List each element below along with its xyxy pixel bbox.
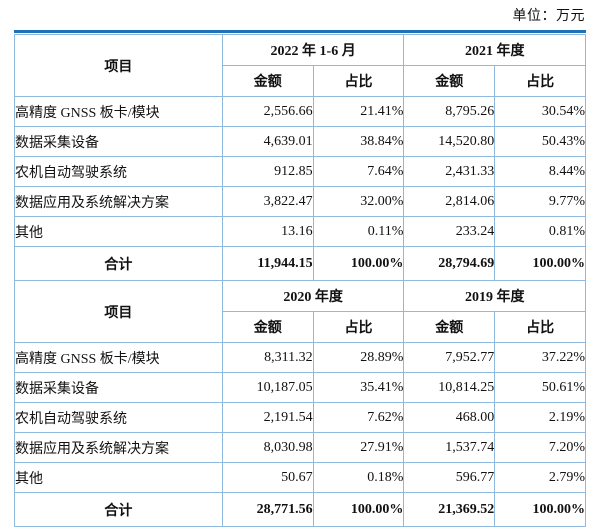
item-label: 数据采集设备: [14, 126, 223, 157]
table-row: 其他 13.16 0.11% 233.24 0.81%: [14, 216, 586, 247]
total-amount-cell: 21,369.52: [403, 492, 496, 527]
amount-cell: 912.85: [221, 156, 314, 187]
amount-header: 金额: [221, 65, 314, 97]
ratio-cell: 7.64%: [312, 156, 405, 187]
table-row: 数据应用及系统解决方案 3,822.47 32.00% 2,814.06 9.7…: [14, 186, 586, 217]
ratio-cell: 37.22%: [494, 342, 586, 373]
table-row: 高精度 GNSS 板卡/模块 8,311.32 28.89% 7,952.77 …: [14, 342, 586, 373]
amount-cell: 596.77: [403, 462, 496, 493]
ratio-cell: 0.18%: [312, 462, 405, 493]
ratio-cell: 50.61%: [494, 372, 586, 403]
ratio-cell: 9.77%: [494, 186, 586, 217]
total-ratio-cell: 100.00%: [312, 246, 405, 281]
total-row: 合计 28,771.56 100.00% 21,369.52 100.00%: [14, 492, 586, 527]
ratio-cell: 0.81%: [494, 216, 586, 247]
amount-cell: 10,814.25: [403, 372, 496, 403]
unit-label: 单位：万元: [512, 9, 585, 24]
amount-cell: 2,191.54: [221, 402, 314, 433]
amount-header: 金额: [403, 311, 496, 343]
amount-cell: 4,639.01: [221, 126, 314, 157]
total-ratio-cell: 100.00%: [494, 492, 586, 527]
item-label: 其他: [14, 462, 223, 493]
amount-cell: 10,187.05: [221, 372, 314, 403]
header-row-subcolumns-1: 金额 占比 金额 占比: [15, 65, 586, 97]
ratio-cell: 28.89%: [312, 342, 405, 373]
ratio-header: 占比: [312, 65, 405, 97]
item-label: 其他: [14, 216, 223, 247]
total-ratio-cell: 100.00%: [494, 246, 586, 281]
amount-cell: 2,556.66: [221, 96, 314, 127]
period-header-2019: 2019 年度: [403, 280, 586, 312]
amount-header: 金额: [403, 65, 496, 97]
period-header-2020: 2020 年度: [221, 280, 405, 312]
ratio-header: 占比: [312, 311, 405, 343]
table-row: 数据采集设备 4,639.01 38.84% 14,520.80 50.43%: [14, 126, 586, 157]
header-row-subcolumns-2: 金额 占比 金额 占比: [15, 311, 586, 343]
total-label: 合计: [14, 492, 223, 527]
ratio-cell: 30.54%: [494, 96, 586, 127]
ratio-header: 占比: [494, 311, 586, 343]
revenue-breakdown-table: 项目 2022 年 1-6 月 2021 年度 金额 占比 金额 占比 高精度 …: [14, 30, 586, 528]
total-row: 合计 11,944.15 100.00% 28,794.69 100.00%: [14, 246, 586, 281]
amount-cell: 50.67: [221, 462, 314, 493]
amount-cell: 14,520.80: [403, 126, 496, 157]
item-label: 农机自动驾驶系统: [14, 156, 223, 187]
table-row: 数据采集设备 10,187.05 35.41% 10,814.25 50.61%: [14, 372, 586, 403]
amount-cell: 468.00: [403, 402, 496, 433]
amount-cell: 8,311.32: [221, 342, 314, 373]
amount-cell: 8,795.26: [403, 96, 496, 127]
item-label: 数据应用及系统解决方案: [14, 432, 223, 463]
ratio-cell: 35.41%: [312, 372, 405, 403]
header-row-periods-2: 项目 2020 年度 2019 年度: [14, 280, 586, 343]
amount-cell: 233.24: [403, 216, 496, 247]
ratio-header: 占比: [494, 65, 586, 97]
total-label: 合计: [14, 246, 223, 281]
ratio-cell: 27.91%: [312, 432, 405, 463]
item-label: 农机自动驾驶系统: [14, 402, 223, 433]
total-ratio-cell: 100.00%: [312, 492, 405, 527]
item-label: 数据应用及系统解决方案: [14, 186, 223, 217]
table-row: 高精度 GNSS 板卡/模块 2,556.66 21.41% 8,795.26 …: [14, 96, 586, 127]
total-amount-cell: 28,794.69: [403, 246, 496, 281]
item-label: 高精度 GNSS 板卡/模块: [14, 96, 223, 127]
table-row: 其他 50.67 0.18% 596.77 2.79%: [14, 462, 586, 493]
amount-cell: 7,952.77: [403, 342, 496, 373]
period-header-2021: 2021 年度: [403, 34, 586, 66]
amount-header: 金额: [221, 311, 314, 343]
financial-table: 项目 2022 年 1-6 月 2021 年度 金额 占比 金额 占比 高精度 …: [14, 34, 586, 527]
ratio-cell: 21.41%: [312, 96, 405, 127]
ratio-cell: 0.11%: [312, 216, 405, 247]
ratio-cell: 2.19%: [494, 402, 586, 433]
item-column-header: 项目: [14, 280, 223, 343]
total-amount-cell: 11,944.15: [221, 246, 314, 281]
table-row: 农机自动驾驶系统 912.85 7.64% 2,431.33 8.44%: [14, 156, 586, 187]
amount-cell: 2,814.06: [403, 186, 496, 217]
ratio-cell: 38.84%: [312, 126, 405, 157]
total-amount-cell: 28,771.56: [221, 492, 314, 527]
amount-cell: 2,431.33: [403, 156, 496, 187]
amount-cell: 3,822.47: [221, 186, 314, 217]
table-row: 数据应用及系统解决方案 8,030.98 27.91% 1,537.74 7.2…: [14, 432, 586, 463]
ratio-cell: 32.00%: [312, 186, 405, 217]
ratio-cell: 7.62%: [312, 402, 405, 433]
ratio-cell: 50.43%: [494, 126, 586, 157]
amount-cell: 8,030.98: [221, 432, 314, 463]
header-row-periods-1: 项目 2022 年 1-6 月 2021 年度: [14, 34, 586, 97]
amount-cell: 13.16: [221, 216, 314, 247]
amount-cell: 1,537.74: [403, 432, 496, 463]
table-row: 农机自动驾驶系统 2,191.54 7.62% 468.00 2.19%: [14, 402, 586, 433]
period-header-2022h1: 2022 年 1-6 月: [221, 34, 405, 66]
item-label: 数据采集设备: [14, 372, 223, 403]
item-label: 高精度 GNSS 板卡/模块: [14, 342, 223, 373]
item-column-header: 项目: [14, 34, 223, 97]
ratio-cell: 2.79%: [494, 462, 586, 493]
ratio-cell: 7.20%: [494, 432, 586, 463]
ratio-cell: 8.44%: [494, 156, 586, 187]
